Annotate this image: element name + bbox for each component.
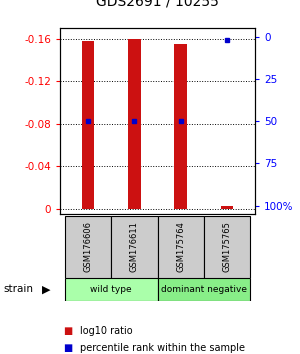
Text: percentile rank within the sample: percentile rank within the sample xyxy=(80,343,244,353)
Text: dominant negative: dominant negative xyxy=(161,285,247,294)
Bar xyxy=(221,206,233,209)
FancyBboxPatch shape xyxy=(111,216,158,278)
Text: GSM176606: GSM176606 xyxy=(83,221,92,273)
FancyBboxPatch shape xyxy=(204,216,250,278)
Text: GDS2691 / 10255: GDS2691 / 10255 xyxy=(96,0,219,9)
Bar xyxy=(174,44,187,209)
FancyBboxPatch shape xyxy=(64,278,158,301)
FancyBboxPatch shape xyxy=(64,216,111,278)
Bar xyxy=(82,41,94,209)
Text: strain: strain xyxy=(3,284,33,295)
FancyBboxPatch shape xyxy=(158,278,250,301)
Text: wild type: wild type xyxy=(90,285,132,294)
Text: ■: ■ xyxy=(63,343,72,353)
Text: GSM175764: GSM175764 xyxy=(176,222,185,272)
Text: GSM175765: GSM175765 xyxy=(223,222,232,272)
Text: log10 ratio: log10 ratio xyxy=(80,326,132,336)
Bar xyxy=(128,39,141,209)
Text: ▶: ▶ xyxy=(42,284,51,295)
Text: GSM176611: GSM176611 xyxy=(130,222,139,272)
Text: ■: ■ xyxy=(63,326,72,336)
FancyBboxPatch shape xyxy=(158,216,204,278)
